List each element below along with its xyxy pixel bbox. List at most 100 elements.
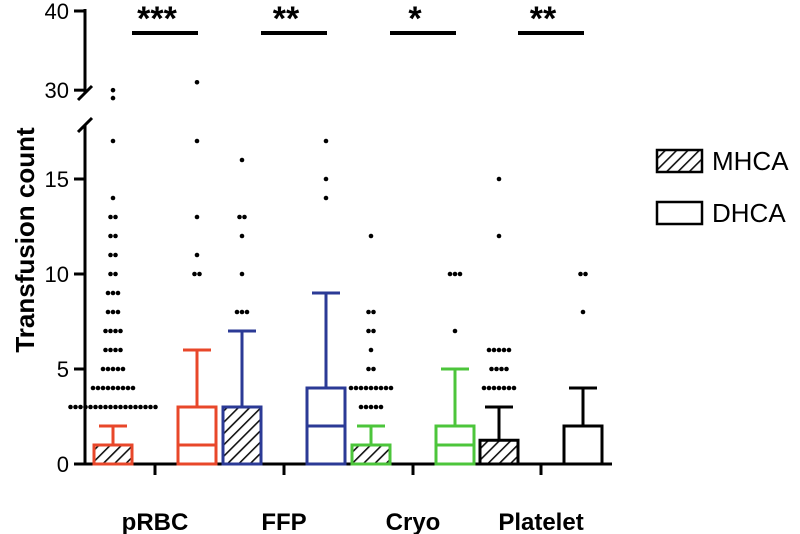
box-rect-cryo-mhca	[350, 443, 392, 466]
box-cryo-dhca	[434, 367, 476, 466]
outlier-point-ffp-mhca	[244, 309, 250, 315]
outlier-point-prbc-mhca	[120, 366, 126, 372]
outlier-point-prbc-mhca	[108, 214, 113, 220]
outlier-point-prbc-dhca	[194, 252, 200, 258]
outlier-point-prbc-mhca	[110, 95, 116, 101]
legend-swatch-dhca	[655, 200, 704, 226]
outlier-point-prbc-mhca	[108, 328, 113, 334]
box-cryo-mhca	[350, 424, 392, 466]
box-platelet-mhca	[478, 405, 520, 466]
outlier-point-prbc-mhca	[133, 404, 138, 410]
outlier-point-prbc-dhca	[194, 214, 200, 220]
outlier-point-prbc-dhca	[197, 271, 202, 277]
outlier-point-ffp-mhca	[239, 233, 245, 239]
outlier-point-ffp-mhca	[239, 271, 245, 277]
outlier-point-prbc-mhca	[108, 233, 113, 239]
outlier-point-prbc-mhca	[153, 404, 158, 410]
outlier-point-cryo-mhca	[368, 404, 374, 410]
outlier-point-cryo-mhca	[371, 366, 376, 372]
outlier-point-cryo-mhca	[363, 404, 369, 410]
outlier-point-platelet-mhca	[491, 347, 497, 353]
outlier-point-cryo-mhca	[383, 385, 389, 391]
x-tick-label-platelet: Platelet	[498, 509, 583, 534]
outlier-point-cryo-mhca	[358, 404, 364, 410]
significance-label-prbc: ***	[137, 0, 177, 38]
box-rect-platelet-dhca	[562, 424, 604, 466]
outlier-point-prbc-mhca	[100, 366, 106, 372]
outlier-point-prbc-mhca	[108, 252, 113, 258]
outlier-point-cryo-mhca	[378, 404, 384, 410]
outlier-point-prbc-dhca	[192, 271, 197, 277]
box-platelet-dhca	[562, 386, 604, 466]
outlier-point-prbc-mhca	[138, 404, 143, 410]
outlier-point-prbc-mhca	[95, 385, 101, 391]
outlier-point-prbc-mhca	[110, 290, 116, 296]
outlier-point-cryo-mhca	[366, 366, 371, 372]
outlier-point-platelet-mhca	[496, 385, 502, 391]
outlier-point-cryo-mhca	[358, 385, 364, 391]
outlier-point-prbc-dhca	[194, 79, 200, 85]
outlier-point-prbc-mhca	[120, 385, 126, 391]
outlier-point-prbc-mhca	[108, 271, 113, 277]
outlier-point-cryo-mhca	[353, 385, 359, 391]
outlier-point-prbc-mhca	[113, 271, 118, 277]
outlier-point-prbc-dhca	[194, 138, 200, 144]
outlier-point-prbc-mhca	[115, 385, 121, 391]
outlier-point-cryo-mhca	[363, 385, 369, 391]
y-tick-label: 15	[45, 167, 69, 192]
outlier-point-platelet-mhca	[496, 233, 502, 239]
axis-break-mark-upper	[76, 84, 94, 102]
outlier-point-cryo-dhca	[452, 271, 458, 277]
significance-label-cryo: *	[408, 0, 422, 38]
outlier-point-prbc-mhca	[113, 252, 118, 258]
outlier-point-cryo-mhca	[368, 385, 374, 391]
outlier-point-platelet-dhca	[583, 271, 588, 277]
axis-break-mark-lower	[76, 116, 94, 134]
outlier-point-cryo-mhca	[373, 404, 379, 410]
y-tick-label: 5	[57, 357, 69, 382]
box-ffp-dhca	[305, 291, 347, 466]
outlier-point-prbc-mhca	[113, 347, 118, 353]
outlier-point-platelet-mhca	[491, 385, 497, 391]
outlier-point-prbc-mhca	[105, 385, 111, 391]
outlier-point-prbc-mhca	[115, 290, 121, 296]
box-rect-prbc-dhca	[176, 405, 218, 466]
outlier-point-prbc-mhca	[128, 404, 133, 410]
outlier-point-cryo-mhca	[388, 385, 394, 391]
outlier-point-prbc-mhca	[103, 347, 108, 353]
outlier-point-platelet-mhca	[496, 347, 502, 353]
outlier-point-prbc-mhca	[105, 366, 111, 372]
outlier-point-prbc-mhca	[68, 404, 73, 410]
outlier-point-prbc-mhca	[108, 404, 113, 410]
outlier-point-prbc-mhca	[93, 404, 98, 410]
outlier-points	[68, 79, 588, 410]
outlier-point-prbc-mhca	[113, 233, 118, 239]
y-axis-label: Transfusion count	[10, 127, 40, 353]
outlier-point-platelet-mhca	[486, 347, 492, 353]
legend: MHCA DHCA	[655, 146, 789, 228]
outlier-point-cryo-mhca	[368, 233, 374, 239]
outlier-point-prbc-mhca	[113, 328, 118, 334]
outlier-point-prbc-mhca	[108, 347, 113, 353]
outlier-point-prbc-mhca	[110, 195, 116, 201]
outlier-point-prbc-mhca	[115, 366, 121, 372]
outlier-point-ffp-mhca	[239, 309, 245, 315]
y-tick-label: 10	[45, 262, 69, 287]
outlier-point-prbc-mhca	[118, 328, 123, 334]
outlier-point-prbc-mhca	[148, 404, 153, 410]
significance-label-platelet: **	[530, 0, 557, 38]
outlier-point-ffp-dhca	[323, 176, 329, 182]
outlier-point-cryo-mhca	[348, 385, 354, 391]
box-prbc-mhca	[92, 424, 134, 466]
outlier-point-platelet-mhca	[501, 385, 507, 391]
x-tick-label-prbc: pRBC	[122, 509, 189, 534]
outlier-point-platelet-mhca	[506, 347, 512, 353]
outlier-point-prbc-mhca	[105, 309, 111, 315]
axes: 0 5 10 15 30 40 Transfusion count pRBC FFP Cryo Pl…	[10, 0, 612, 534]
significance-markers: *** ** * **	[132, 0, 584, 38]
outlier-point-cryo-mhca	[366, 309, 371, 315]
legend-swatch-mhca	[655, 148, 704, 174]
outlier-point-prbc-mhca	[105, 290, 111, 296]
y-tick-label: 0	[57, 452, 69, 477]
